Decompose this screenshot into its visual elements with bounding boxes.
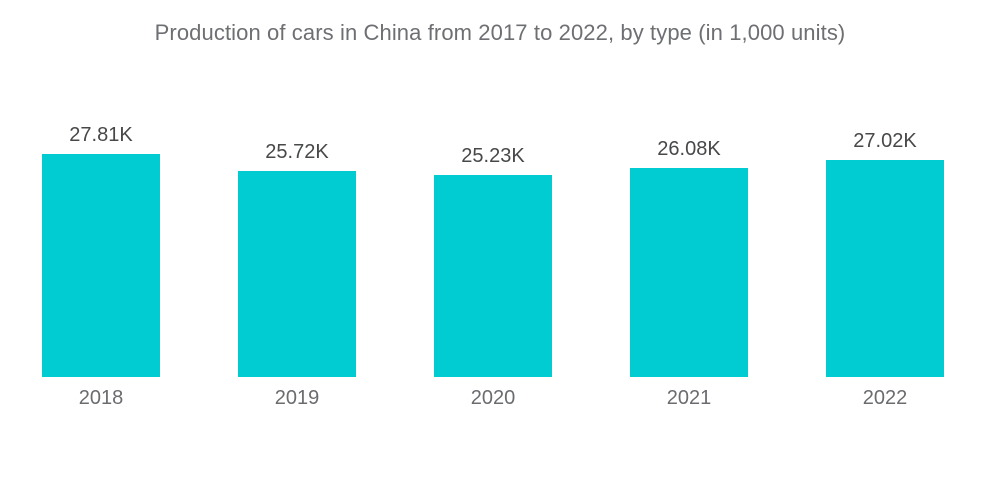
bar-group-2021: 26.08K xyxy=(630,137,748,377)
bar-value-label-2022: 27.02K xyxy=(853,130,917,152)
bar-2022[interactable] xyxy=(826,160,944,377)
x-axis-label-2022: 2022 xyxy=(862,387,908,409)
bar-2021[interactable] xyxy=(630,168,748,377)
bar-value-label-2020: 25.23K xyxy=(461,145,525,167)
bar-group-2020: 25.23K xyxy=(434,144,552,377)
bar-value-label-2018: 27.81K xyxy=(69,124,133,146)
bar-group-2022: 27.02K xyxy=(826,129,944,377)
bar-2020[interactable] xyxy=(434,175,552,377)
chart-title: Production of cars in China from 2017 to… xyxy=(154,20,846,45)
x-axis-label-2018: 2018 xyxy=(78,387,124,409)
bar-group-2018: 27.81K xyxy=(42,123,160,377)
bar-group-2019: 25.72K xyxy=(238,140,356,377)
x-axis-labels-row: 2018 2019 2020 2021 2022 xyxy=(0,386,944,410)
bar-2018[interactable] xyxy=(42,154,160,377)
bar-2019[interactable] xyxy=(238,171,356,377)
x-axis-label-2019: 2019 xyxy=(274,387,320,409)
bar-value-label-2021: 26.08K xyxy=(657,138,721,160)
bar-value-label-2019: 25.72K xyxy=(265,141,329,163)
x-axis-label-2020: 2020 xyxy=(470,387,516,409)
x-axis-label-2021: 2021 xyxy=(666,387,712,409)
bars-row: 27.81K 25.72K 25.23K 26.08K 27.02K xyxy=(42,123,944,377)
